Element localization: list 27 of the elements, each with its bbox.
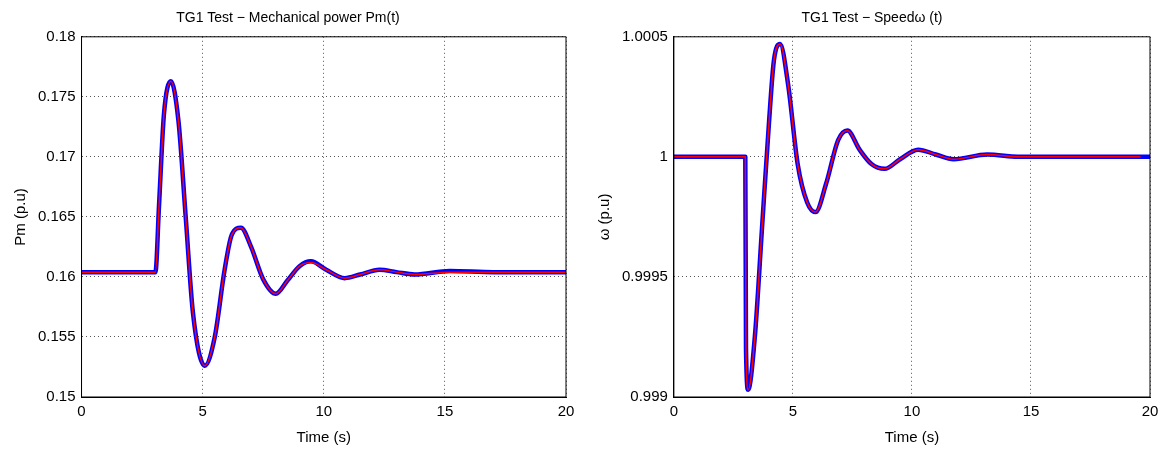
y-tick-label: 0.18 xyxy=(46,26,76,44)
y-tick-label: 1 xyxy=(659,147,668,165)
x-tick-label: 15 xyxy=(436,402,454,420)
chart-title: TG1 Test − Speedω (t) xyxy=(801,9,943,26)
y-tick-label: 0.175 xyxy=(37,86,76,104)
y-tick-label: 0.155 xyxy=(37,327,76,345)
y-axis-title: ω (p.u) xyxy=(595,193,613,241)
x-tick-label: 5 xyxy=(198,402,207,420)
x-tick-label: 0 xyxy=(669,402,679,420)
x-tick-label: 15 xyxy=(1022,402,1040,420)
x-tick-label: 20 xyxy=(1141,402,1159,420)
x-tick-label: 10 xyxy=(315,402,333,420)
x-tick-label: 5 xyxy=(788,402,798,420)
x-axis-title: Time (s) xyxy=(296,428,351,446)
y-tick-label: 0.165 xyxy=(37,207,76,225)
x-tick-label: 0 xyxy=(77,402,86,420)
y-axis-title: Pm (p.u) xyxy=(11,188,29,246)
x-axis-title: Time (s) xyxy=(884,428,940,446)
y-tick-label: 0.17 xyxy=(46,147,76,165)
chart-title: TG1 Test − Mechanical power Pm(t) xyxy=(176,9,400,26)
y-tick-label: 0.15 xyxy=(46,387,76,405)
y-tick-label: 0.999 xyxy=(630,387,668,405)
y-tick-label: 0.9995 xyxy=(621,267,668,285)
x-tick-label: 20 xyxy=(557,402,575,420)
x-tick-label: 10 xyxy=(903,402,921,420)
y-tick-label: 0.16 xyxy=(46,267,76,285)
y-tick-label: 1.0005 xyxy=(621,26,668,44)
